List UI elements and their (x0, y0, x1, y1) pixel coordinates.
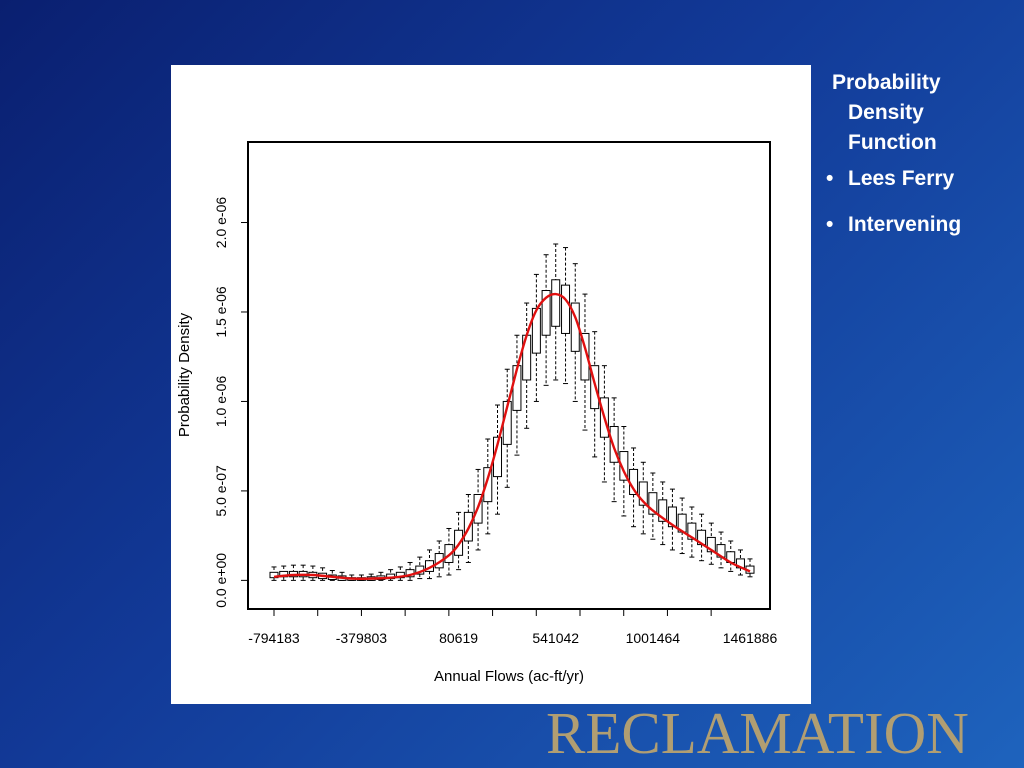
box-mark (735, 549, 745, 576)
box-mark (667, 488, 677, 551)
bullet-item: • Intervening (826, 210, 1016, 240)
density-chart: -794183 -379803 80619 541042 1001464 1461886 … (176, 141, 778, 685)
bullet-item: • Lees Ferry (826, 164, 1016, 194)
x-tick-label: 80619 (439, 630, 478, 646)
x-tick-label: -379803 (336, 630, 388, 646)
box-mark (493, 404, 503, 515)
box-mark (697, 513, 707, 562)
box-mark (609, 397, 619, 503)
box-mark (444, 527, 454, 576)
y-tick-label: 2.0 e-06 (213, 197, 229, 249)
box-mark (434, 540, 444, 578)
box-mark (531, 273, 541, 402)
box-mark (288, 564, 298, 581)
box-body (609, 425, 619, 463)
box-mark (308, 565, 318, 581)
box-mark (395, 566, 405, 581)
x-tick-label: -794183 (248, 630, 300, 646)
box-mark (658, 481, 668, 546)
box-mark (279, 565, 289, 581)
y-tick-label: 5.0 e-07 (213, 465, 229, 517)
box-mark (522, 302, 532, 429)
reclamation-logo: RECLAMATION (546, 700, 969, 766)
box-mark (580, 293, 590, 431)
box-body (269, 571, 279, 579)
x-tick-label: 1001464 (626, 630, 681, 646)
box-mark (726, 540, 736, 572)
x-axis: -794183 -379803 80619 541042 1001464 1461886 (248, 608, 778, 646)
box-mark (677, 497, 687, 555)
bullet-text: Lees Ferry (848, 167, 955, 190)
box-mark (629, 447, 639, 528)
y-axis: 0.0 e+00 5.0 e-07 1.0 e-06 1.5 e-06 2.0 e-06 (213, 197, 248, 608)
box-mark (298, 564, 308, 581)
box-body (561, 284, 571, 334)
bullet-heading: Probability Density Function (826, 68, 1016, 158)
box-body (619, 451, 629, 481)
bullet-icon: • (826, 167, 834, 190)
box-body (687, 522, 697, 540)
heading-line: Density (848, 101, 924, 124)
slide-bullets: Probability Density Function • Lees Ferr… (826, 68, 1016, 256)
box-mark (687, 506, 697, 558)
box-body (444, 544, 454, 563)
box-body (706, 536, 716, 553)
box-body (648, 492, 658, 515)
y-tick-label: 1.5 e-06 (213, 286, 229, 338)
box-mark (570, 263, 580, 402)
box-mark (415, 556, 425, 580)
box-mark (318, 567, 328, 581)
box-mark (619, 425, 629, 517)
y-tick-label: 1.0 e-06 (213, 376, 229, 428)
box-mark (648, 472, 658, 540)
bullet-text: Intervening (848, 213, 962, 236)
density-curve (273, 292, 751, 580)
box-body (580, 332, 590, 381)
heading-line: Probability (832, 71, 941, 94)
box-mark (424, 549, 434, 580)
box-body (551, 279, 561, 327)
bullet-icon: • (826, 213, 834, 236)
box-mark (561, 247, 571, 385)
x-axis-title: Annual Flows (ac-ft/yr) (434, 668, 584, 685)
box-mark (502, 368, 512, 488)
box-body (667, 506, 677, 528)
box-mark (541, 254, 551, 386)
box-body (658, 499, 668, 522)
heading-line: Function (848, 131, 937, 154)
box-body (541, 290, 551, 336)
x-tick-label: 541042 (532, 630, 579, 646)
box-mark (706, 522, 716, 565)
box-body (483, 467, 493, 503)
box-mark (745, 558, 755, 578)
box-mark (638, 461, 648, 535)
y-axis-title: Probability Density (176, 312, 193, 437)
box-mark (512, 334, 522, 456)
box-mark (483, 438, 493, 535)
y-tick-label: 0.0 e+00 (213, 553, 229, 608)
box-body (638, 481, 648, 506)
box-mark (405, 561, 415, 581)
box-mark (551, 243, 561, 381)
box-mark (716, 531, 726, 569)
plot-panel: -794183 -379803 80619 541042 1001464 1461886 … (171, 65, 811, 704)
box-series (269, 243, 755, 581)
box-mark (269, 566, 279, 581)
x-tick-label: 1461886 (723, 630, 778, 646)
